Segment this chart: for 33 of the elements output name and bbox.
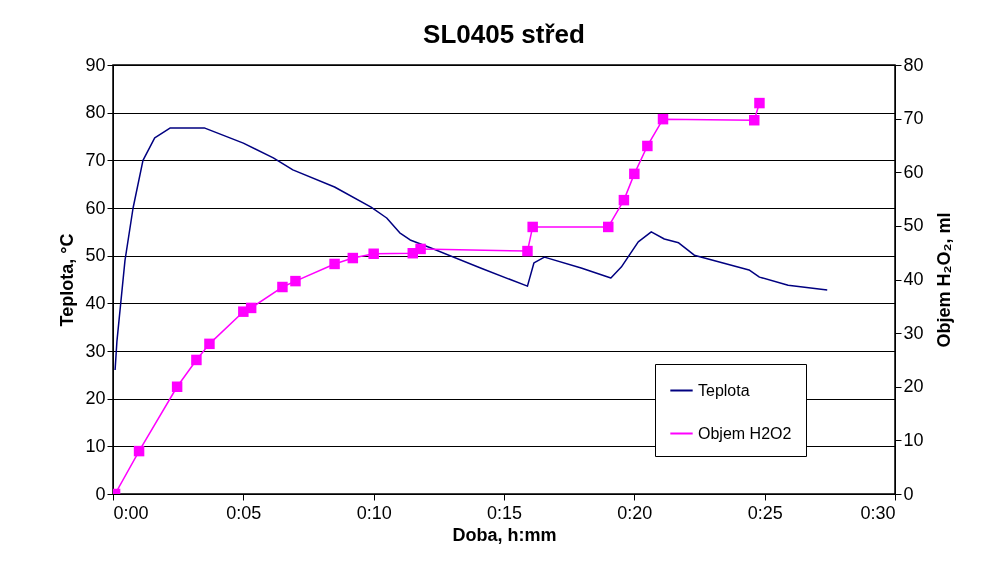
y-tick-label: 30 bbox=[85, 340, 106, 361]
y-tick-label: 50 bbox=[85, 245, 106, 266]
y-tick-label: 20 bbox=[85, 388, 106, 409]
x-tick-label: 0:20 bbox=[617, 502, 653, 523]
y-axis-title: Teplota, °C bbox=[57, 233, 78, 327]
y2-tick-label: 20 bbox=[903, 376, 924, 397]
line-series bbox=[114, 127, 828, 371]
x-tick-label: 0:30 bbox=[860, 502, 896, 523]
y2-tick-label: 80 bbox=[903, 54, 924, 75]
y2-tick-label: 60 bbox=[903, 161, 924, 182]
legend-label: Teplota bbox=[698, 381, 750, 399]
y-tick-label: 60 bbox=[85, 197, 106, 218]
x-tick-label: 0:05 bbox=[226, 502, 262, 523]
y-tick-label: 0 bbox=[95, 483, 106, 504]
y2-tick-label: 70 bbox=[903, 108, 924, 129]
y2-tick-label: 50 bbox=[903, 215, 924, 236]
y-tick-label: 40 bbox=[85, 292, 106, 313]
x-tick-label: 0:25 bbox=[747, 502, 783, 523]
chart-title: SL0405 střed bbox=[423, 19, 585, 49]
x-tick-label: 0:00 bbox=[113, 502, 149, 523]
y-tick-label: 70 bbox=[85, 149, 106, 170]
y-tick-label: 10 bbox=[85, 435, 106, 456]
x-tick-label: 0:10 bbox=[356, 502, 392, 523]
y2-tick-label: 10 bbox=[903, 429, 924, 450]
x-axis-title: Doba, h:mm bbox=[452, 524, 557, 545]
legend-label: Objem H2O2 bbox=[698, 424, 792, 442]
y2-tick-label: 0 bbox=[903, 483, 914, 504]
y2-axis-title: Objem H₂O₂, ml bbox=[933, 212, 954, 348]
x-tick-label: 0:15 bbox=[486, 502, 523, 523]
y-tick-label: 90 bbox=[85, 54, 106, 75]
y2-tick-label: 40 bbox=[903, 269, 924, 289]
y-tick-label: 80 bbox=[85, 102, 106, 123]
y2-tick-label: 30 bbox=[903, 322, 924, 343]
